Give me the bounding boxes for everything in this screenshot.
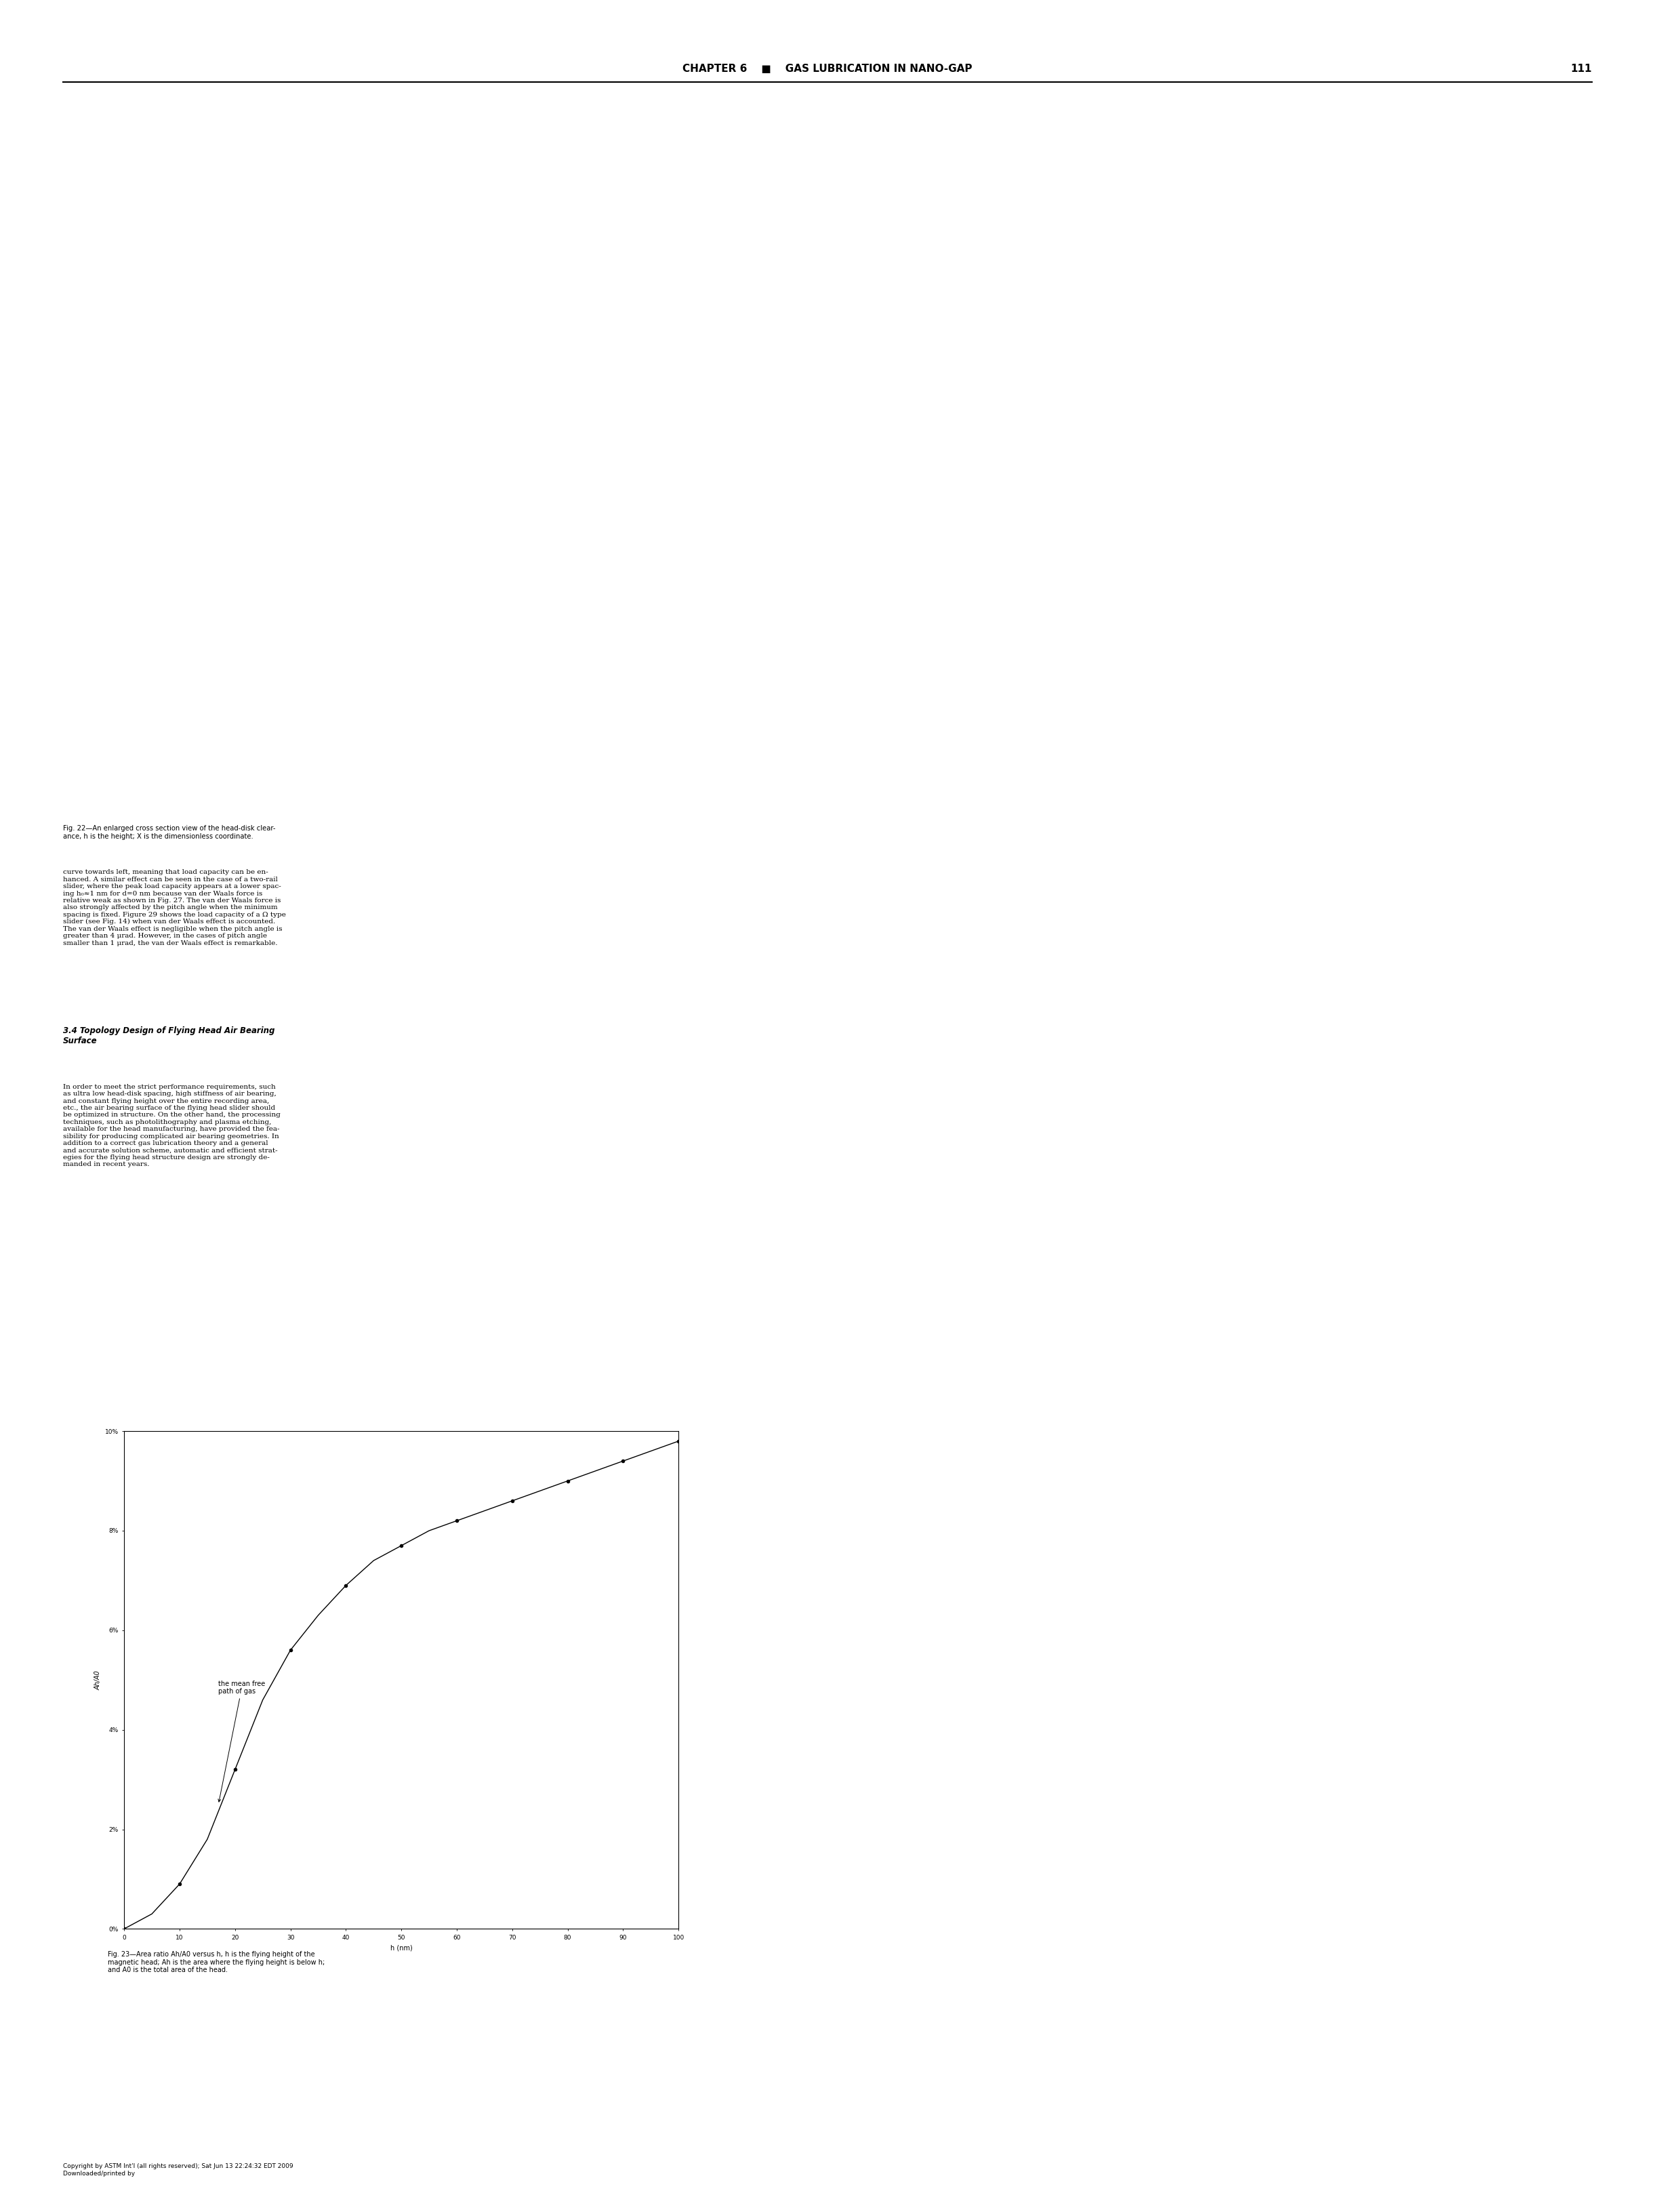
Text: CHAPTER 6    ■    GAS LUBRICATION IN NANO-GAP: CHAPTER 6 ■ GAS LUBRICATION IN NANO-GAP bbox=[682, 64, 973, 73]
Y-axis label: Ah/A0: Ah/A0 bbox=[94, 1670, 101, 1690]
X-axis label: h (nm): h (nm) bbox=[391, 1944, 412, 1951]
Text: In order to meet the strict performance requirements, such
as ultra low head-dis: In order to meet the strict performance … bbox=[63, 1084, 280, 1168]
Text: 3.4 Topology Design of Flying Head Air Bearing
Surface: 3.4 Topology Design of Flying Head Air B… bbox=[63, 1026, 275, 1046]
Text: Fig. 22—An enlarged cross section view of the head-disk clear-
ance, h is the he: Fig. 22—An enlarged cross section view o… bbox=[63, 825, 275, 841]
Text: curve towards left, meaning that load capacity can be en-
hanced. A similar effe: curve towards left, meaning that load ca… bbox=[63, 869, 286, 947]
Text: Copyright by ASTM Int'l (all rights reserved); Sat Jun 13 22:24:32 EDT 2009
Down: Copyright by ASTM Int'l (all rights rese… bbox=[63, 2163, 293, 2177]
Text: the mean free
path of gas: the mean free path of gas bbox=[218, 1681, 265, 1803]
Text: Fig. 23—Area ratio Ah/A0 versus h, h is the flying height of the
magnetic head; : Fig. 23—Area ratio Ah/A0 versus h, h is … bbox=[108, 1951, 324, 1973]
Text: 111: 111 bbox=[1571, 64, 1592, 73]
